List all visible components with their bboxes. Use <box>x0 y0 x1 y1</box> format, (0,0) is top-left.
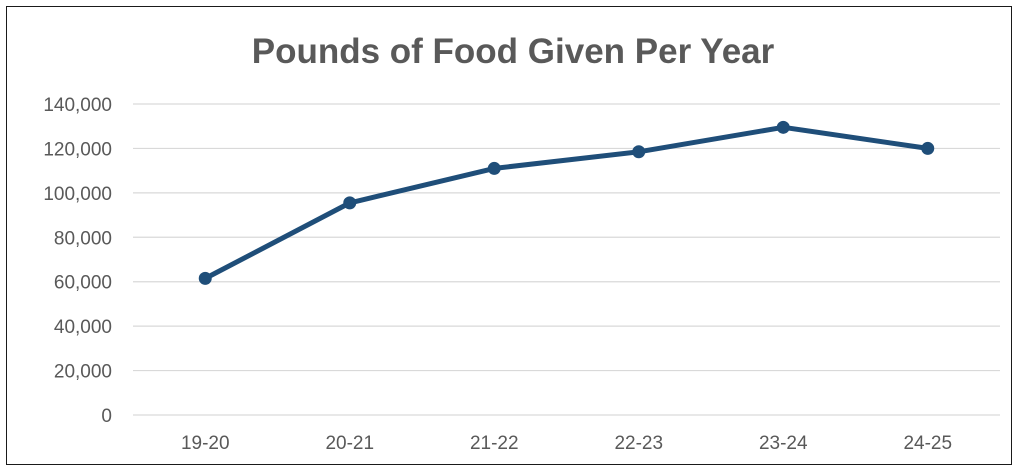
y-tick-label: 100,000 <box>43 184 112 205</box>
y-tick-label: 120,000 <box>43 139 112 160</box>
series-group <box>198 120 935 285</box>
x-tick-label: 23-24 <box>759 433 808 454</box>
x-tick-label: 20-21 <box>325 433 374 454</box>
series-line-0 <box>202 124 931 281</box>
x-tick-label: 22-23 <box>614 433 663 454</box>
y-tick-label: 20,000 <box>54 362 112 383</box>
y-tick-label: 140,000 <box>43 95 112 116</box>
x-tick-label: 19-20 <box>181 433 230 454</box>
data-point-21-22 <box>487 161 501 175</box>
chart-frame <box>6 6 1012 465</box>
y-tick-label: 0 <box>101 406 112 427</box>
data-point-24-25 <box>921 141 935 155</box>
y-tick-label: 80,000 <box>54 228 112 249</box>
data-point-22-23 <box>632 145 646 159</box>
y-tick-label: 60,000 <box>54 273 112 294</box>
y-tick-label: 40,000 <box>54 317 112 338</box>
data-point-19-20 <box>198 271 212 285</box>
x-tick-label: 24-25 <box>903 433 952 454</box>
x-axis-tick-labels: 19-20 20-21 21-22 22-23 23-24 24-25 <box>181 433 952 454</box>
data-point-23-24 <box>776 120 790 134</box>
y-axis-tick-labels: 0 20,000 40,000 60,000 80,000 100,000 120,000 1… <box>43 95 112 427</box>
chart-title: Pounds of Food Given Per Year <box>252 32 775 71</box>
gridlines <box>133 103 1000 416</box>
data-point-20-21 <box>343 196 357 210</box>
x-tick-label: 21-22 <box>470 433 519 454</box>
